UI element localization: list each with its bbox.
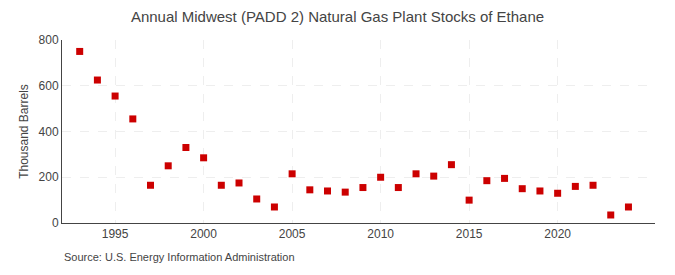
svg-text:1995: 1995 [102,227,129,241]
svg-text:2015: 2015 [456,227,483,241]
svg-text:2005: 2005 [279,227,306,241]
svg-text:400: 400 [39,125,59,139]
svg-text:Source: U.S. Energy Informatio: Source: U.S. Energy Information Administ… [64,251,295,263]
svg-text:600: 600 [39,79,59,93]
svg-text:0: 0 [52,216,59,230]
svg-text:Annual Midwest (PADD 2) Natura: Annual Midwest (PADD 2) Natural Gas Plan… [131,8,544,25]
svg-text:200: 200 [39,170,59,184]
svg-text:2000: 2000 [190,227,217,241]
svg-text:800: 800 [39,33,59,47]
svg-text:2020: 2020 [544,227,571,241]
svg-text:2010: 2010 [367,227,394,241]
svg-text:Thousand Barrels: Thousand Barrels [17,84,31,179]
